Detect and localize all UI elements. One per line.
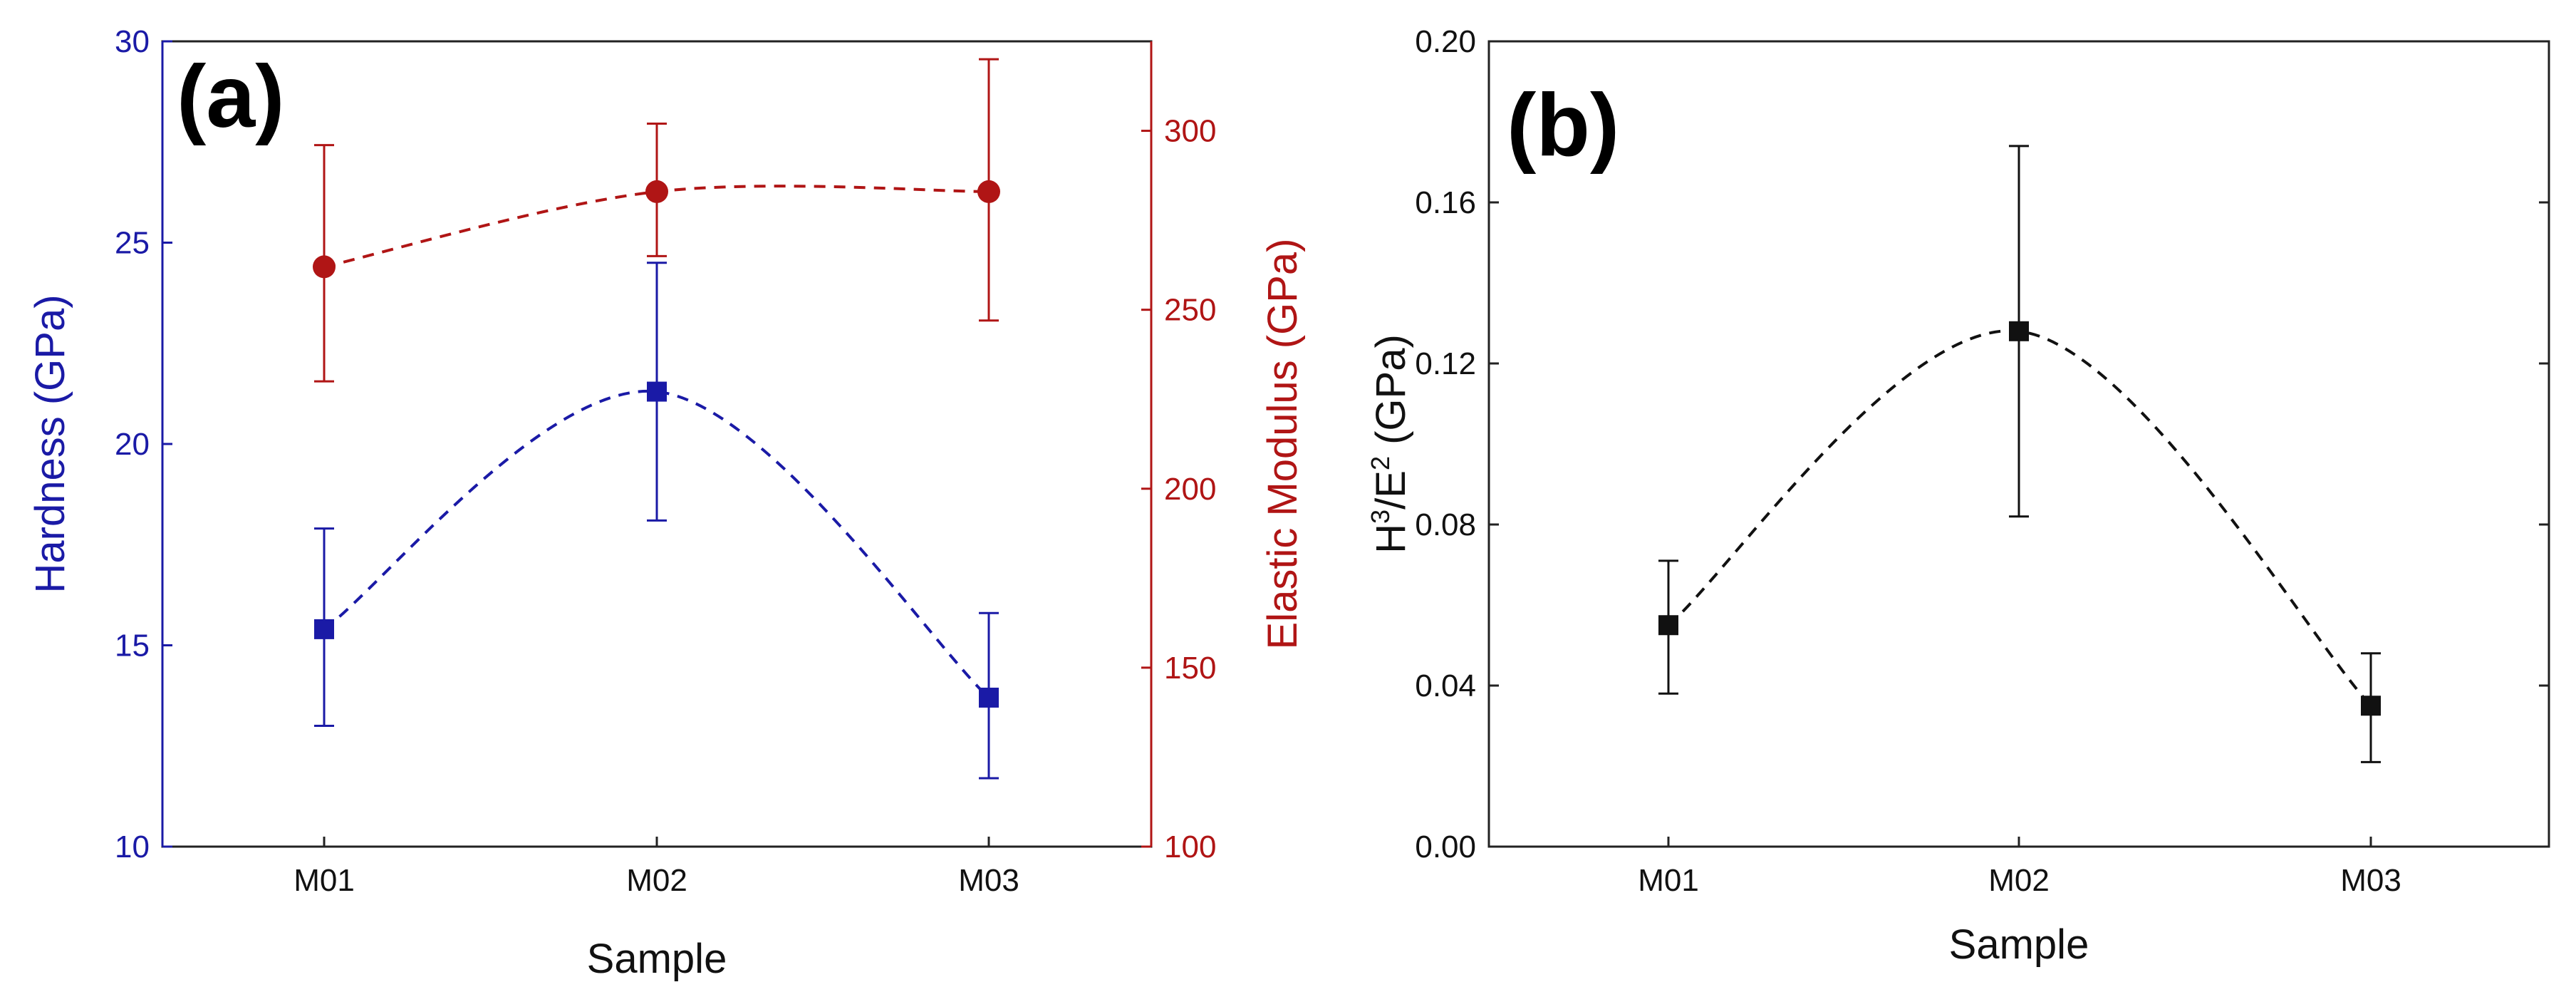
left-tick-label-a: 25 [115,226,150,261]
x-axis-title-a: Sample [587,936,727,982]
h3e2-point [2009,321,2029,341]
y-title-b-sup2: 2 [1366,456,1395,470]
x-tick-label-b: M03 [2340,863,2401,898]
left-tick-label-a: 15 [115,629,150,663]
y-tick-label-b: 0.16 [1415,185,1476,220]
left-tick-label-a: 20 [115,427,150,462]
modulus-point [645,180,668,203]
x-tick-label-b: M01 [1638,863,1699,898]
panel-label-b: (b) [1507,76,1619,175]
y-tick-label-b: 0.08 [1415,507,1476,542]
modulus-point [313,255,336,279]
x-tick-label-a: M03 [958,863,1019,898]
y-tick-label-b: 0.04 [1415,668,1476,703]
y-title-b-e: /E [1368,470,1414,510]
right-tick-label-a: 300 [1164,114,1216,149]
left-axis-title-a: Hardness (GPa) [27,294,73,593]
y-axis-title-b: H3/E2 (GPa) [1366,334,1414,554]
panel-label-a: (a) [177,48,285,146]
panel-b-h3e2-chart: (b) 0.00 0.04 0.08 0.12 0.16 0.20 M01 M02 M03 Sa… [1366,24,2550,968]
right-tick-label-a: 250 [1164,293,1216,328]
h3e2-point [1658,615,1678,636]
left-tick-label-a: 10 [115,830,150,864]
x-tick-label-a: M01 [294,863,355,898]
hardness-point [647,381,667,402]
panel-a-hardness-modulus-chart: (a) 10 15 20 25 30 100 150 200 250 300 M01 M02 M03 S… [27,24,1306,982]
h3e2-point [2361,696,2381,716]
hardness-point [314,619,334,639]
modulus-point [977,180,1000,203]
right-tick-label-a: 150 [1164,651,1216,686]
y-tick-label-b: 0.20 [1415,24,1476,59]
x-tick-label-a: M02 [626,863,687,898]
x-axis-title-b: Sample [1949,921,2089,968]
left-tick-label-a: 30 [115,24,150,59]
y-tick-label-b: 0.12 [1415,346,1476,381]
x-tick-label-b: M02 [1988,863,2050,898]
y-title-b-h: H [1368,524,1414,554]
right-tick-label-a: 100 [1164,830,1216,864]
y-title-b-sup3: 3 [1366,510,1395,524]
right-tick-label-a: 200 [1164,472,1216,507]
y-title-b-unit: (GPa) [1368,334,1414,456]
hardness-point [979,687,999,708]
right-axis-title-a: Elastic Modulus (GPa) [1260,239,1306,650]
y-tick-label-b: 0.00 [1415,830,1476,864]
